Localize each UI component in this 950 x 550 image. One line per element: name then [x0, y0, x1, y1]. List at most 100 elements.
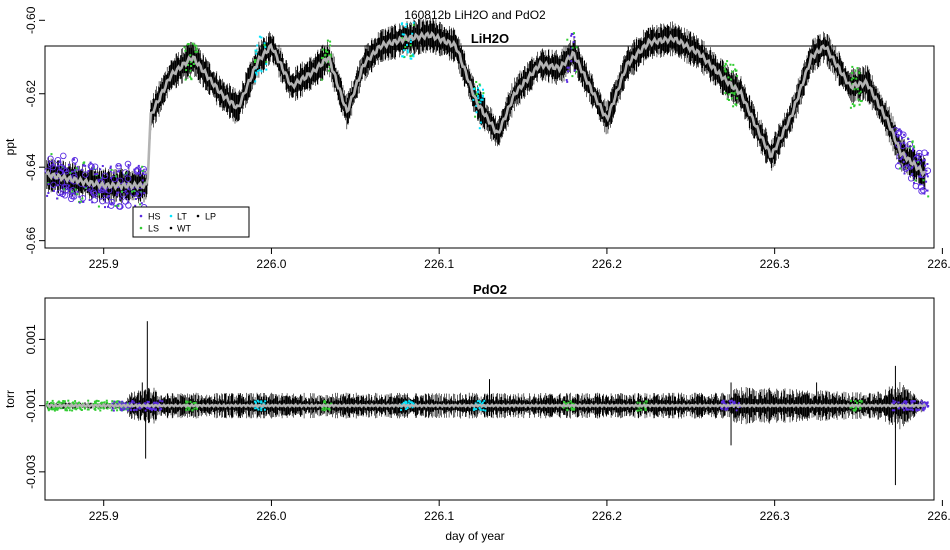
marker-point — [189, 400, 192, 403]
lih2o-title: LiH2O — [471, 31, 509, 46]
marker-point — [75, 167, 78, 170]
x-tick-label: 226.4 — [927, 257, 950, 271]
marker-point — [321, 408, 324, 411]
marker-point — [478, 400, 481, 403]
marker-point — [146, 407, 149, 410]
marker-point — [907, 138, 910, 140]
marker-point — [644, 400, 647, 403]
marker-point — [474, 115, 477, 118]
marker-point — [915, 409, 918, 412]
lih2o-marker-group — [892, 127, 932, 198]
marker-point — [732, 63, 735, 66]
legend-label-ls: LS — [148, 224, 159, 234]
marker-point — [67, 399, 70, 402]
marker-point — [720, 407, 723, 409]
marker-point — [195, 47, 198, 50]
marker-point — [51, 407, 54, 410]
marker-point — [119, 164, 122, 167]
marker-point — [570, 34, 573, 37]
marker-point — [410, 401, 413, 404]
marker-point — [922, 179, 925, 182]
pdo2-panel: PdO2 225.9 226.0 226.1 226.2 226.3 226.4 0.00… — [3, 282, 950, 523]
marker-point — [412, 24, 415, 27]
marker-point — [144, 409, 147, 412]
x-tick-label: 226.3 — [760, 509, 790, 523]
marker-point — [860, 100, 863, 103]
marker-point — [329, 40, 332, 43]
marker-point — [158, 409, 161, 412]
lih2o-data-layer — [44, 17, 932, 211]
marker-point — [88, 163, 95, 171]
marker-point — [853, 409, 856, 412]
marker-point — [401, 37, 403, 39]
marker-point — [109, 167, 112, 170]
marker-point — [922, 409, 925, 412]
marker-point — [730, 78, 732, 81]
marker-point — [904, 402, 907, 405]
marker-point — [91, 201, 94, 204]
marker-point — [402, 49, 405, 52]
marker-point — [476, 94, 479, 97]
marker-point — [411, 53, 414, 56]
marker-point — [722, 401, 725, 404]
marker-point — [67, 406, 70, 409]
marker-point — [92, 403, 95, 405]
marker-point — [189, 69, 192, 72]
marker-point — [406, 49, 409, 52]
marker-point — [127, 164, 130, 166]
marker-point — [478, 407, 481, 410]
marker-point — [152, 407, 155, 410]
marker-point — [897, 401, 900, 404]
marker-point — [891, 402, 894, 405]
marker-point — [257, 400, 260, 403]
marker-point — [851, 103, 854, 105]
marker-point — [410, 38, 413, 41]
pdo2-plot-frame — [44, 297, 935, 501]
marker-point — [911, 141, 914, 144]
marker-point — [563, 402, 566, 405]
marker-point — [127, 402, 130, 405]
marker-point — [83, 161, 86, 164]
marker-point — [726, 98, 729, 101]
marker-point — [52, 402, 55, 405]
marker-point — [50, 181, 57, 189]
marker-point — [103, 406, 106, 409]
legend-label-lt: LT — [177, 212, 187, 222]
marker-point — [72, 401, 74, 404]
marker-point — [145, 403, 148, 406]
legend-swatch-ls — [139, 226, 143, 230]
marker-point — [409, 44, 412, 47]
marker-point — [860, 400, 863, 403]
marker-point — [129, 408, 132, 411]
marker-point — [730, 97, 733, 100]
marker-point — [138, 407, 141, 410]
marker-point — [644, 409, 647, 412]
marker-point — [858, 92, 861, 95]
marker-point — [115, 162, 122, 170]
marker-point — [47, 409, 50, 412]
marker-point — [191, 42, 194, 45]
marker-point — [142, 172, 145, 175]
marker-point — [917, 160, 919, 163]
marker-point — [76, 166, 79, 169]
marker-point — [858, 72, 861, 75]
legend-swatch-lp — [196, 214, 200, 218]
marker-point — [193, 401, 196, 404]
marker-point — [905, 408, 908, 411]
marker-point — [194, 401, 197, 404]
marker-point — [723, 65, 726, 68]
marker-point — [479, 408, 482, 411]
marker-point — [110, 203, 113, 206]
marker-point — [852, 408, 855, 411]
marker-point — [567, 401, 570, 404]
marker-point — [122, 408, 125, 411]
marker-point — [71, 190, 74, 193]
marker-point — [910, 400, 913, 403]
marker-point — [901, 407, 904, 410]
marker-point — [137, 164, 140, 167]
marker-point — [912, 145, 915, 148]
marker-point — [856, 88, 859, 91]
marker-point — [60, 401, 63, 404]
marker-point — [50, 408, 53, 411]
marker-point — [855, 406, 858, 409]
